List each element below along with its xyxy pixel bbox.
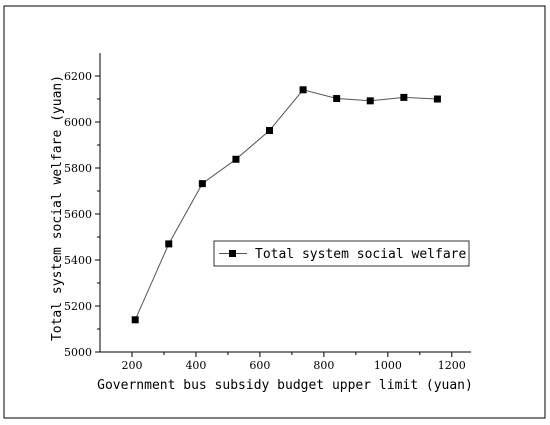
legend-box — [213, 240, 470, 267]
data-point — [433, 95, 441, 103]
x-tick-label: 1200 — [438, 359, 466, 372]
x-tick-label: 1000 — [374, 359, 402, 372]
data-point — [400, 93, 408, 101]
y-tick-label: 5800 — [64, 162, 92, 175]
data-point — [366, 97, 374, 105]
x-tick-label: 200 — [121, 359, 142, 372]
y-tick-label: 5600 — [64, 208, 92, 221]
y-tick-label: 5200 — [64, 300, 92, 313]
data-point — [131, 316, 139, 324]
y-tick-label: 5400 — [64, 254, 92, 267]
series-line — [134, 89, 438, 321]
legend-marker — [229, 250, 236, 257]
data-point — [266, 127, 274, 135]
data-point — [333, 95, 341, 103]
x-tick-label: 800 — [313, 359, 334, 372]
y-axis-label: Total system social welfare (yuan) — [50, 75, 65, 341]
y-tick-label: 6200 — [64, 70, 92, 83]
y-tick-label: 5000 — [64, 346, 92, 359]
series-layer — [131, 86, 441, 324]
x-tick-label: 600 — [249, 359, 270, 372]
legend-label: Total system social welfare — [255, 247, 466, 262]
data-point — [165, 240, 173, 248]
data-point — [299, 86, 307, 94]
axes: 200 400 600 800 1000 1200 5000 5200 5400 5600 5800… — [64, 53, 471, 372]
y-tick-label: 6000 — [64, 116, 92, 129]
outer-frame — [3, 5, 546, 419]
legend: Total system social welfare — [213, 240, 470, 267]
data-point — [232, 155, 240, 163]
data-point — [198, 180, 206, 188]
x-axis-label: Government bus subsidy budget upper limi… — [97, 378, 473, 393]
x-tick-label: 400 — [185, 359, 206, 372]
